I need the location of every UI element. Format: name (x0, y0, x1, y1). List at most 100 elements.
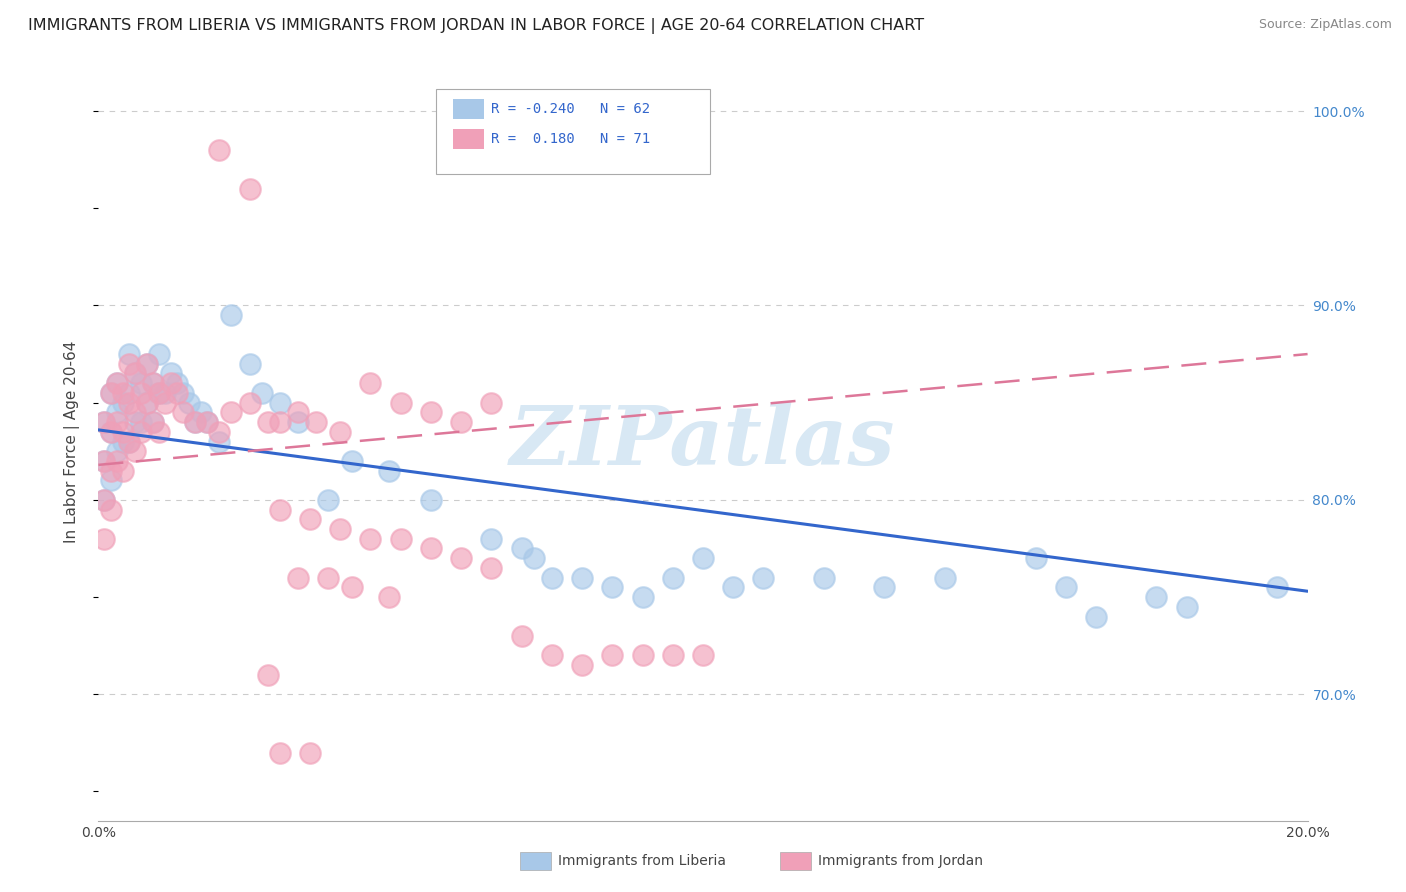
Point (692, 648, 714, 663)
Point (342, 454, 364, 468)
Point (166, 386, 188, 401)
Point (1085, 609, 1108, 624)
Point (124, 444, 146, 458)
Point (135, 357, 157, 371)
Point (172, 386, 194, 401)
Point (190, 405, 212, 419)
Point (142, 376, 165, 391)
Point (208, 143, 231, 157)
Point (1024, 551, 1046, 566)
Point (1144, 590, 1167, 604)
Point (124, 367, 146, 381)
Point (129, 386, 152, 401)
Point (105, 415, 128, 429)
Point (481, 561, 503, 575)
Point (602, 648, 624, 663)
Point (1054, 580, 1077, 594)
Point (148, 386, 170, 401)
Point (510, 629, 533, 643)
Point (153, 386, 176, 401)
Point (135, 395, 157, 409)
Point (100, 386, 122, 401)
Text: ZIPatlas: ZIPatlas (510, 401, 896, 482)
Point (299, 512, 322, 526)
Point (631, 648, 654, 663)
Point (329, 522, 352, 536)
Point (269, 502, 291, 516)
Y-axis label: In Labor Force | Age 20-64: In Labor Force | Age 20-64 (63, 341, 80, 542)
Point (1175, 599, 1198, 614)
Point (329, 425, 352, 439)
Point (93, 415, 115, 429)
Point (153, 395, 176, 409)
Point (377, 464, 399, 478)
Point (100, 425, 122, 439)
Point (287, 405, 309, 419)
Point (208, 434, 231, 449)
Point (316, 571, 339, 585)
Point (124, 415, 146, 429)
Point (208, 425, 231, 439)
Point (239, 182, 262, 196)
Point (148, 386, 170, 401)
Point (269, 395, 291, 409)
Point (389, 395, 412, 409)
Point (118, 434, 141, 449)
Point (148, 425, 170, 439)
Point (105, 376, 128, 391)
Point (129, 425, 152, 439)
Point (269, 415, 291, 429)
Point (118, 434, 141, 449)
Point (105, 454, 128, 468)
Point (420, 405, 443, 419)
Point (377, 590, 399, 604)
Point (142, 415, 165, 429)
Point (111, 395, 134, 409)
Point (105, 376, 128, 391)
Point (118, 395, 141, 409)
Point (105, 444, 128, 458)
Point (540, 648, 562, 663)
Point (420, 541, 443, 556)
Point (269, 746, 291, 760)
Point (184, 415, 207, 429)
Point (571, 571, 593, 585)
Point (661, 571, 683, 585)
Point (305, 415, 328, 429)
Point (179, 395, 201, 409)
Point (105, 405, 128, 419)
Point (723, 580, 745, 594)
Point (195, 415, 218, 429)
Point (450, 415, 472, 429)
Point (873, 580, 896, 594)
Point (510, 541, 533, 556)
Point (118, 357, 141, 371)
Point (93, 415, 115, 429)
Point (100, 386, 122, 401)
Point (118, 386, 141, 401)
Point (287, 571, 309, 585)
Point (172, 405, 194, 419)
Point (239, 395, 262, 409)
Point (93, 492, 115, 507)
Point (124, 405, 146, 419)
Point (142, 376, 165, 391)
Point (195, 415, 218, 429)
Text: R = -0.240   N = 62: R = -0.240 N = 62 (491, 102, 650, 116)
Point (111, 425, 134, 439)
Point (135, 395, 157, 409)
Point (523, 551, 546, 566)
Point (631, 590, 654, 604)
Point (316, 492, 339, 507)
Text: IMMIGRANTS FROM LIBERIA VS IMMIGRANTS FROM JORDAN IN LABOR FORCE | AGE 20-64 COR: IMMIGRANTS FROM LIBERIA VS IMMIGRANTS FR… (28, 18, 924, 34)
Point (160, 376, 183, 391)
Text: Immigrants from Jordan: Immigrants from Jordan (818, 854, 983, 868)
Point (256, 415, 278, 429)
Point (934, 571, 956, 585)
Point (100, 502, 122, 516)
Point (166, 376, 188, 391)
Point (239, 357, 262, 371)
Point (111, 386, 134, 401)
Point (184, 415, 207, 429)
Point (342, 580, 364, 594)
